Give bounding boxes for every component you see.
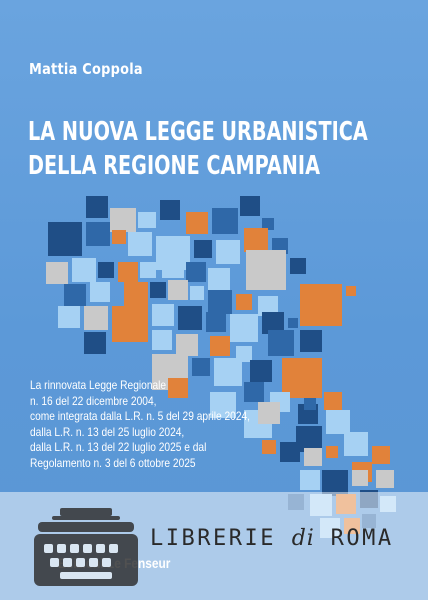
- description-line: La rinnovata Legge Regionale: [30, 378, 167, 392]
- description-line: Regolamento n. 3 del 6 ottobre 2025: [30, 455, 196, 470]
- mosaic-tile: [376, 470, 394, 488]
- mosaic-tile: [168, 378, 188, 398]
- mosaic-tile: [112, 230, 126, 244]
- mosaic-tile: [140, 262, 156, 278]
- mosaic-tile: [178, 306, 202, 330]
- mosaic-tile: [262, 312, 284, 334]
- mosaic-tile: [98, 262, 114, 278]
- mosaic-tile: [246, 250, 286, 290]
- mosaic-tile: [210, 336, 230, 356]
- mosaic-tile: [58, 306, 80, 328]
- watermark-librerie: LIBRERIE: [150, 526, 276, 551]
- mosaic-tile: [258, 296, 278, 316]
- mosaic-tile: [250, 360, 272, 382]
- watermark-roma: ROMA: [330, 526, 394, 551]
- mosaic-tile: [84, 332, 106, 354]
- mosaic-tile: [300, 470, 320, 490]
- mosaic-tile: [210, 392, 236, 418]
- mosaic-tile: [304, 398, 316, 410]
- mosaic-tile: [300, 330, 322, 352]
- mosaic-tile: [208, 290, 232, 314]
- title-line-1: LA NUOVA LEGGE URBANISTICA: [28, 117, 368, 147]
- mosaic-tile: [262, 218, 274, 230]
- mosaic-tile: [46, 262, 68, 284]
- mosaic-tile: [90, 282, 110, 302]
- mosaic-tile: [112, 306, 148, 342]
- cover-description: La rinnovata Legge Regionale n. 16 del 2…: [30, 378, 250, 471]
- mosaic-tile: [344, 432, 368, 456]
- description-line: dalla L.R. n. 13 del 22 luglio 2025 e da…: [30, 440, 207, 454]
- mosaic-tile: [282, 358, 322, 398]
- mosaic-tile: [194, 240, 212, 258]
- mosaic-tile: [152, 330, 172, 350]
- mosaic-tile: [288, 318, 298, 328]
- watermark-di: di: [291, 526, 315, 551]
- mosaic-tile: [236, 294, 252, 310]
- mosaic-tile: [322, 470, 348, 496]
- mosaic-tile: [72, 258, 96, 282]
- mosaic-tile: [186, 262, 206, 282]
- mosaic-tile: [230, 314, 258, 342]
- librerie-di-roma-watermark: LIBRERIE di ROMA: [150, 526, 394, 551]
- typewriter-icon: [34, 508, 138, 586]
- mosaic-tile: [296, 426, 322, 452]
- mosaic-tile: [110, 208, 136, 232]
- mosaic-tile: [212, 208, 238, 234]
- mosaic-tile: [124, 282, 148, 306]
- description-line: n. 16 del 22 dicembre 2004,: [30, 393, 157, 408]
- mosaic-tile: [326, 410, 350, 434]
- mosaic-tile: [84, 306, 108, 330]
- mosaic-tile: [214, 358, 242, 386]
- mosaic-tile: [186, 212, 208, 234]
- mosaic-tile: [152, 304, 174, 326]
- mosaic-tile: [240, 196, 260, 216]
- mosaic-tile: [128, 232, 152, 256]
- mosaic-tile: [346, 286, 356, 296]
- mosaic-tile: [64, 284, 86, 306]
- mosaic-tile: [138, 212, 156, 228]
- mosaic-tile: [118, 262, 138, 282]
- mosaic-tile: [216, 240, 240, 264]
- mosaic-tile: [206, 312, 226, 332]
- author-name: Mattia Coppola: [29, 60, 143, 78]
- mosaic-tile: [150, 282, 166, 298]
- mosaic-tile: [300, 284, 342, 326]
- mosaic-tile: [192, 358, 210, 376]
- mosaic-tile: [168, 280, 188, 300]
- mosaic-tile: [48, 222, 82, 256]
- mosaic-tile: [290, 258, 306, 274]
- mosaic-tile: [244, 228, 268, 252]
- mosaic-tile: [262, 440, 276, 454]
- mosaic-tile: [268, 330, 294, 356]
- mosaic-tile: [160, 200, 180, 220]
- description-line: come integrata dalla L.R. n. 5 del 29 ap…: [30, 409, 251, 423]
- mosaic-tile: [190, 286, 204, 300]
- mosaic-tile: [372, 446, 390, 464]
- book-title: LA NUOVA LEGGE URBANISTICA DELLA REGIONE…: [28, 115, 368, 183]
- mosaic-tile: [86, 222, 110, 246]
- mosaic-tile: [324, 392, 342, 410]
- description-line: dalla L.R. n. 13 del 25 luglio 2024,: [30, 424, 185, 439]
- mosaic-tile: [176, 334, 198, 356]
- mosaic-tile: [258, 402, 280, 424]
- mosaic-tile: [304, 448, 322, 466]
- mosaic-tile: [208, 268, 230, 290]
- mosaic-tile: [86, 196, 108, 218]
- title-line-2: DELLA REGIONE CAMPANIA: [28, 151, 320, 181]
- mosaic-tile: [162, 256, 184, 278]
- mosaic-tile: [280, 442, 300, 462]
- mosaic-tile: [352, 470, 368, 486]
- mosaic-tile: [326, 446, 338, 458]
- mosaic-tile: [244, 382, 264, 402]
